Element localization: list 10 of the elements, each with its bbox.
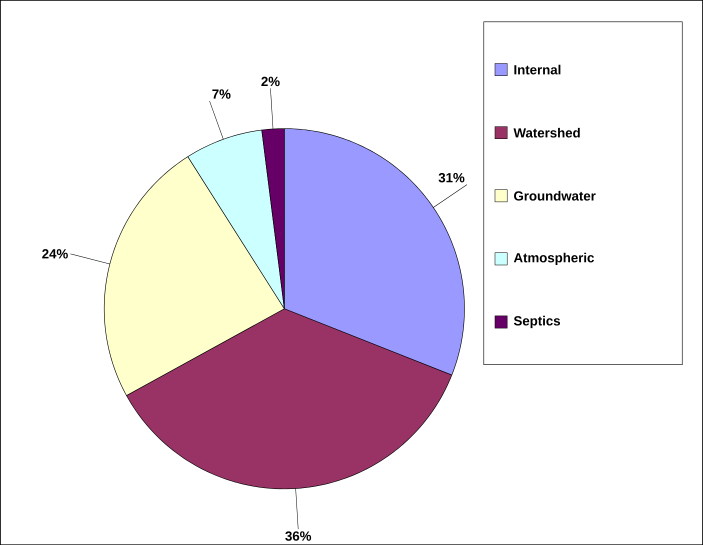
data-label: 24% [42,249,68,258]
data-label: 2% [261,76,280,86]
legend-label: Groundwater [514,190,596,201]
legend-label: Watershed [514,128,580,138]
data-label: 31% [438,172,464,182]
data-label: 36% [285,531,312,541]
legend-label: Atmospheric [514,252,594,265]
data-label: 7% [212,89,231,99]
legend-label: Internal [514,64,560,74]
legend-label: Septics [514,316,560,328]
